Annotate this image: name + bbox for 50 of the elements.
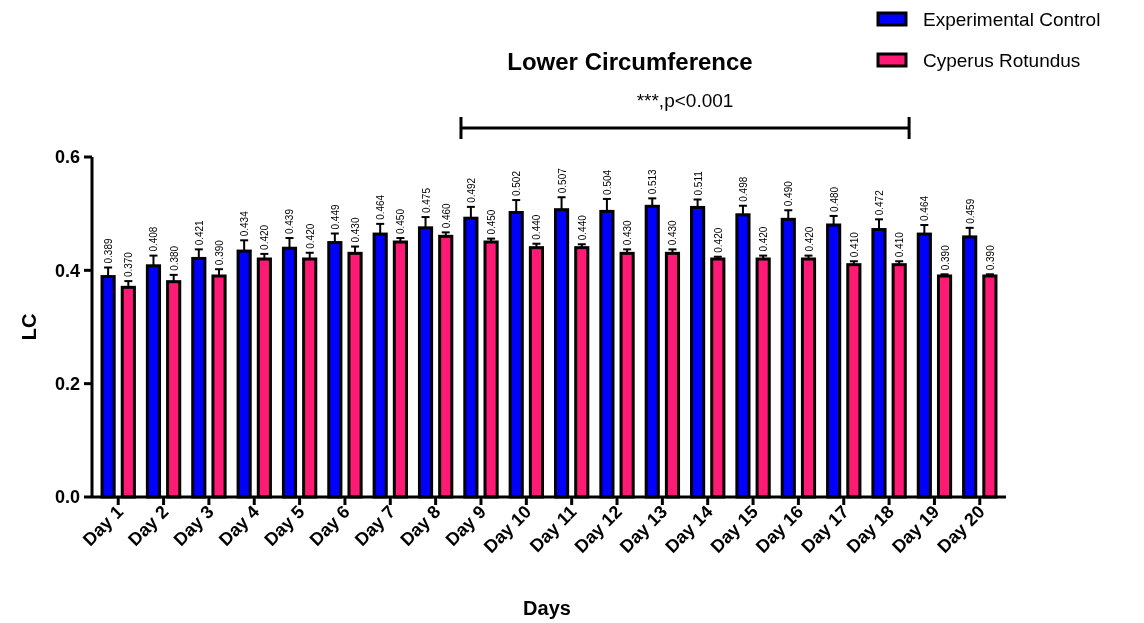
text: ***,p<0.001: [636, 90, 734, 111]
y-tick-label: 0.6: [54, 147, 80, 168]
data-label: 0.421: [193, 219, 205, 246]
data-label: 0.511: [692, 170, 704, 196]
data-label: 0.492: [465, 177, 477, 203]
data-label: 0.459: [964, 198, 976, 224]
data-label: 0.430: [622, 219, 634, 246]
legend-label: Cyperus Rotundus: [923, 49, 1081, 71]
y-tick-label: 0.2: [54, 373, 80, 394]
data-label: 0.450: [486, 209, 498, 235]
data-label: 0.464: [919, 195, 931, 221]
data-label: 0.480: [828, 186, 840, 212]
data-label: 0.472: [873, 189, 885, 216]
y-tick-label: 0.4: [54, 260, 80, 281]
data-label: 0.498: [737, 176, 749, 202]
data-label: 0.420: [304, 223, 316, 249]
data-label: 0.434: [239, 210, 251, 237]
data-label: 0.450: [395, 208, 407, 235]
y-tick-label: 0.0: [54, 487, 80, 508]
legend-label: Experimental Control: [923, 8, 1101, 30]
data-label: 0.513: [647, 168, 659, 195]
chart-title: Lower Circumference: [507, 48, 753, 75]
data-label: 0.390: [939, 244, 951, 271]
data-label: 0.370: [123, 251, 135, 278]
data-label: 0.440: [576, 214, 588, 241]
data-label: 0.380: [168, 245, 180, 271]
data-label: 0.439: [284, 208, 296, 235]
data-label: 0.430: [667, 219, 679, 246]
data-label: 0.475: [420, 187, 432, 214]
data-label: 0.507: [556, 167, 568, 194]
data-label: 0.420: [259, 224, 271, 250]
data-label: 0.460: [440, 202, 452, 229]
data-label: 0.390: [214, 239, 226, 266]
data-label: 0.449: [329, 204, 341, 230]
data-label: 0.410: [894, 231, 906, 258]
data-label: 0.408: [148, 226, 160, 252]
data-label: 0.389: [103, 238, 115, 264]
data-label: 0.502: [511, 170, 523, 197]
data-label: 0.390: [984, 244, 996, 271]
y-axis-title: LC: [18, 313, 40, 341]
data-label: 0.464: [375, 194, 387, 220]
data-label: 0.410: [848, 231, 860, 258]
data-label: 0.490: [783, 180, 795, 207]
data-label: 0.420: [712, 227, 724, 253]
data-label: 0.430: [350, 217, 362, 243]
data-label: 0.420: [803, 226, 815, 252]
data-label: 0.440: [531, 214, 543, 240]
x-axis-title: Days: [523, 597, 571, 619]
data-label: 0.420: [758, 226, 770, 252]
data-label: 0.504: [601, 169, 613, 195]
